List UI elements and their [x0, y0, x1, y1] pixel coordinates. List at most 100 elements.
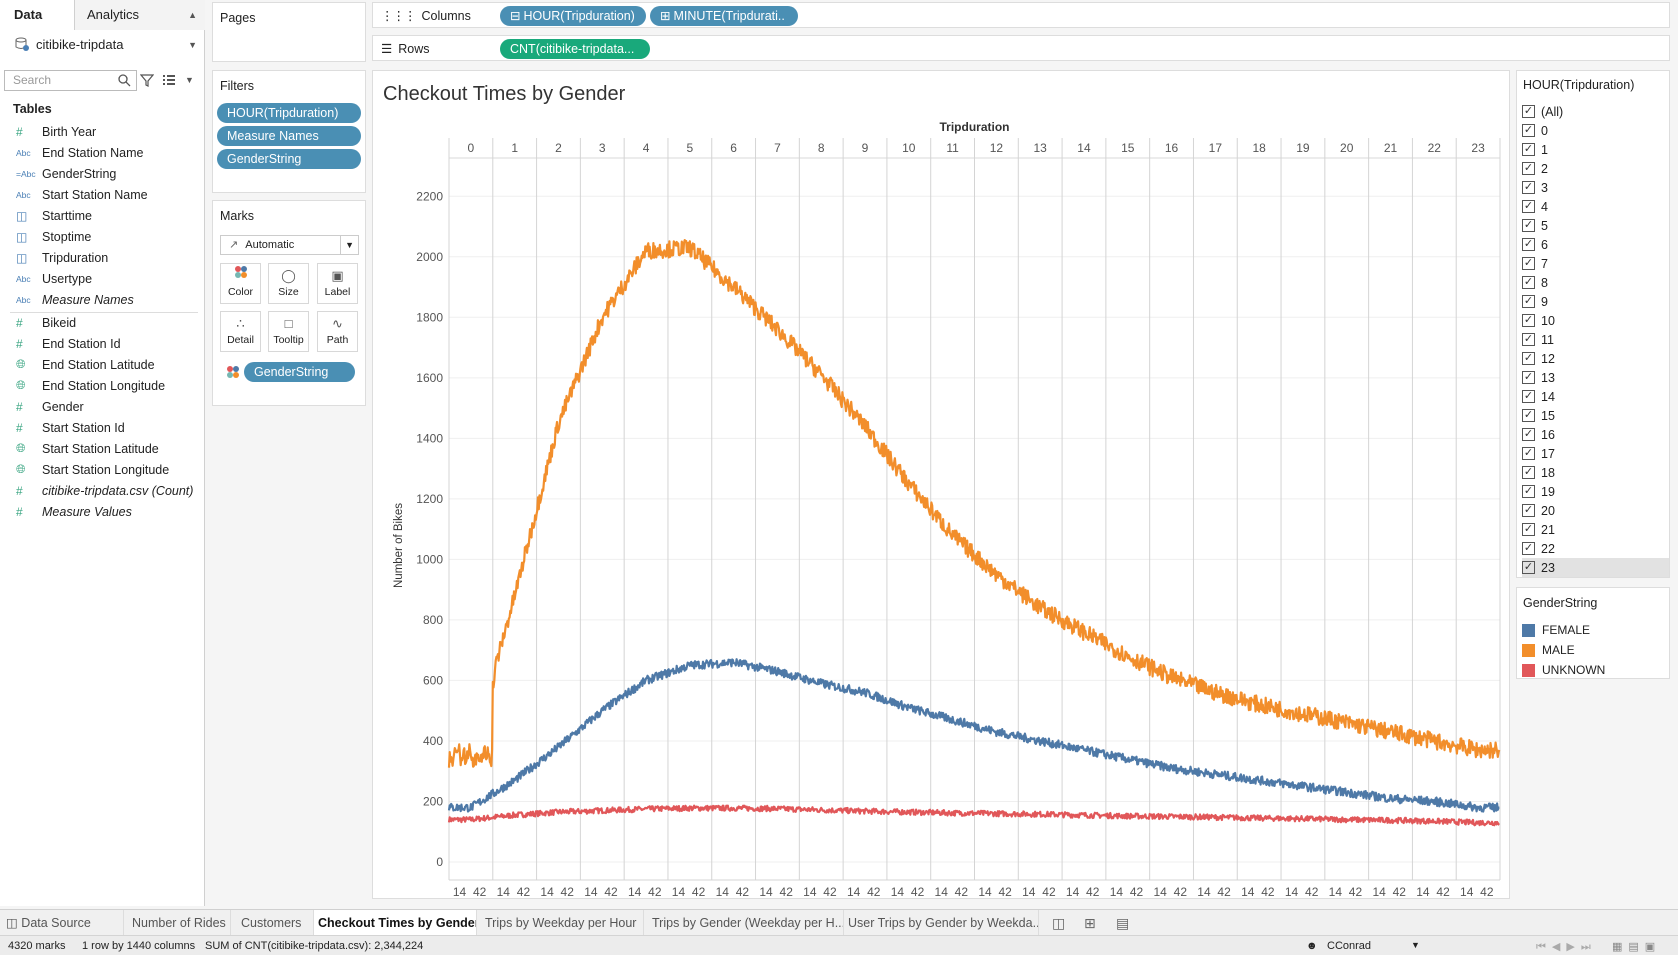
color-pill-genderstring[interactable]: GenderString — [244, 362, 355, 382]
hour-filter-item[interactable]: ✓ 7 — [1522, 254, 1669, 273]
dimension-field[interactable]: Abc Measure Names — [16, 289, 134, 310]
checkbox-checked-icon[interactable]: ✓ — [1522, 314, 1535, 327]
hour-filter-item[interactable]: ✓ 20 — [1522, 501, 1669, 520]
columns-shelf[interactable]: ⋮⋮⋮ Columns ⊟ HOUR(Tripduration) ⊞ MINUTE(T… — [372, 2, 1670, 28]
dimension-field[interactable]: Abc Usertype — [16, 268, 92, 289]
new-dashboard-icon[interactable]: ⊞ — [1084, 915, 1096, 931]
hour-filter-item[interactable]: ✓ 14 — [1522, 387, 1669, 406]
checkbox-checked-icon[interactable]: ✓ — [1522, 276, 1535, 289]
checkbox-checked-icon[interactable]: ✓ — [1522, 561, 1535, 574]
measure-field[interactable]: # Start Station Id — [16, 417, 125, 438]
checkbox-checked-icon[interactable]: ✓ — [1522, 542, 1535, 555]
columns-pill-hour[interactable]: ⊟ HOUR(Tripduration) — [500, 6, 646, 26]
view-mode-icons[interactable]: ▦▤▣ — [1612, 941, 1662, 953]
checkbox-checked-icon[interactable]: ✓ — [1522, 238, 1535, 251]
dimension-field[interactable]: Abc End Station Name — [16, 142, 143, 163]
measure-field[interactable]: # Measure Values — [16, 501, 132, 522]
checkbox-checked-icon[interactable]: ✓ — [1522, 504, 1535, 517]
hour-filter-item[interactable]: ✓ 17 — [1522, 444, 1669, 463]
hour-filter-item[interactable]: ✓ 18 — [1522, 463, 1669, 482]
dimension-field[interactable]: Abc Start Station Name — [16, 184, 148, 205]
hour-filter-item[interactable]: ✓ 2 — [1522, 159, 1669, 178]
detail-button[interactable]: ∴ Detail — [220, 311, 261, 352]
rows-pill-cnt[interactable]: CNT(citibike-tripdata... — [500, 39, 650, 59]
hour-filter-item[interactable]: ✓ 6 — [1522, 235, 1669, 254]
tab-user-trips-by-gender[interactable]: User Trips by Gender by Weekda... — [844, 910, 1039, 936]
hour-filter-item[interactable]: ✓ 13 — [1522, 368, 1669, 387]
tab-analytics[interactable]: Analytics ▲ ▼ — [75, 0, 205, 50]
user-dropdown-icon[interactable]: ▼ — [1411, 940, 1420, 950]
legend-item[interactable]: FEMALE — [1522, 621, 1590, 639]
tab-trips-by-weekday-per-hour[interactable]: Trips by Weekday per Hour — [477, 910, 644, 936]
checkbox-checked-icon[interactable]: ✓ — [1522, 162, 1535, 175]
checkbox-checked-icon[interactable]: ✓ — [1522, 409, 1535, 422]
hour-filter-item[interactable]: ✓ 10 — [1522, 311, 1669, 330]
filter-pill-hour[interactable]: HOUR(Tripduration) — [217, 103, 361, 123]
legend-item[interactable]: UNKNOWN — [1522, 661, 1605, 679]
measure-field[interactable]: # Bikeid — [16, 312, 76, 333]
hour-filter-item[interactable]: ✓ 4 — [1522, 197, 1669, 216]
list-view-icon[interactable] — [162, 74, 176, 86]
status-user[interactable]: CConrad — [1327, 940, 1372, 952]
line-chart[interactable]: Tripduration0200400600800100012001400160… — [372, 70, 1510, 899]
filter-pill-measure-names[interactable]: Measure Names — [217, 126, 361, 146]
checkbox-checked-icon[interactable]: ✓ — [1522, 466, 1535, 479]
hour-filter-item[interactable]: ✓ 19 — [1522, 482, 1669, 501]
hour-filter-item[interactable]: ✓ 8 — [1522, 273, 1669, 292]
dimension-field[interactable]: # Birth Year — [16, 121, 96, 142]
hour-filter-item[interactable]: ✓ 9 — [1522, 292, 1669, 311]
checkbox-checked-icon[interactable]: ✓ — [1522, 200, 1535, 213]
tab-number-of-rides[interactable]: Number of Rides — [124, 910, 231, 936]
dimension-field[interactable]: ◫ Stoptime — [16, 226, 91, 247]
checkbox-checked-icon[interactable]: ✓ — [1522, 333, 1535, 346]
size-button[interactable]: ◯ Size — [268, 263, 309, 304]
checkbox-checked-icon[interactable]: ✓ — [1522, 295, 1535, 308]
label-button[interactable]: ▣ Label — [317, 263, 358, 304]
tab-data[interactable]: Data — [0, 0, 75, 30]
filter-icon[interactable] — [140, 73, 154, 87]
filter-pill-genderstring[interactable]: GenderString — [217, 149, 361, 169]
hour-filter-item[interactable]: ✓ 1 — [1522, 140, 1669, 159]
hour-filter-item[interactable]: ✓ 22 — [1522, 539, 1669, 558]
sheet-nav-icons[interactable]: ⏮◀▶⏭ — [1536, 941, 1597, 953]
columns-pill-minute[interactable]: ⊞ MINUTE(Tripdurati.. — [650, 6, 798, 26]
color-button[interactable]: Color — [220, 263, 261, 304]
dimension-field[interactable]: ◫ Starttime — [16, 205, 92, 226]
tab-data-source[interactable]: ◫ Data Source — [0, 910, 124, 936]
measure-field[interactable]: # End Station Id — [16, 333, 121, 354]
checkbox-checked-icon[interactable]: ✓ — [1522, 352, 1535, 365]
checkbox-checked-icon[interactable]: ✓ — [1522, 523, 1535, 536]
hour-filter-item[interactable]: ✓ (All) — [1522, 102, 1669, 121]
measure-field[interactable]: 🌐︎ End Station Latitude — [16, 354, 155, 375]
hour-filter-item[interactable]: ✓ 12 — [1522, 349, 1669, 368]
measure-field[interactable]: # citibike-tripdata.csv (Count) — [16, 480, 193, 501]
checkbox-checked-icon[interactable]: ✓ — [1522, 485, 1535, 498]
dropdown-arrow-icon[interactable]: ▼ — [185, 75, 194, 85]
new-worksheet-icon[interactable]: ◫ — [1052, 915, 1066, 931]
checkbox-checked-icon[interactable]: ✓ — [1522, 143, 1535, 156]
dimension-field[interactable]: ◫ Tripduration — [16, 247, 108, 268]
path-button[interactable]: ∿ Path — [317, 311, 358, 352]
tab-customers[interactable]: Customers — [231, 910, 314, 936]
measure-field[interactable]: 🌐︎ Start Station Longitude — [16, 459, 169, 480]
hour-filter-item[interactable]: ✓ 0 — [1522, 121, 1669, 140]
measure-field[interactable]: 🌐︎ Start Station Latitude — [16, 438, 159, 459]
hour-filter-item[interactable]: ✓ 5 — [1522, 216, 1669, 235]
checkbox-checked-icon[interactable]: ✓ — [1522, 181, 1535, 194]
dimension-field[interactable]: =Abc GenderString — [16, 163, 116, 184]
checkbox-checked-icon[interactable]: ✓ — [1522, 428, 1535, 441]
tab-checkout-times-by-gender[interactable]: Checkout Times by Gender — [314, 910, 477, 936]
checkbox-checked-icon[interactable]: ✓ — [1522, 124, 1535, 137]
legend-item[interactable]: MALE — [1522, 641, 1575, 659]
checkbox-checked-icon[interactable]: ✓ — [1522, 257, 1535, 270]
checkbox-checked-icon[interactable]: ✓ — [1522, 105, 1535, 118]
hour-filter-item[interactable]: ✓ 15 — [1522, 406, 1669, 425]
checkbox-checked-icon[interactable]: ✓ — [1522, 219, 1535, 232]
measure-field[interactable]: 🌐︎ End Station Longitude — [16, 375, 165, 396]
measure-field[interactable]: # Gender — [16, 396, 84, 417]
checkbox-checked-icon[interactable]: ✓ — [1522, 390, 1535, 403]
hour-filter-item[interactable]: ✓ 23 — [1522, 558, 1669, 577]
hour-filter-item[interactable]: ✓ 3 — [1522, 178, 1669, 197]
hour-filter-item[interactable]: ✓ 11 — [1522, 330, 1669, 349]
checkbox-checked-icon[interactable]: ✓ — [1522, 371, 1535, 384]
